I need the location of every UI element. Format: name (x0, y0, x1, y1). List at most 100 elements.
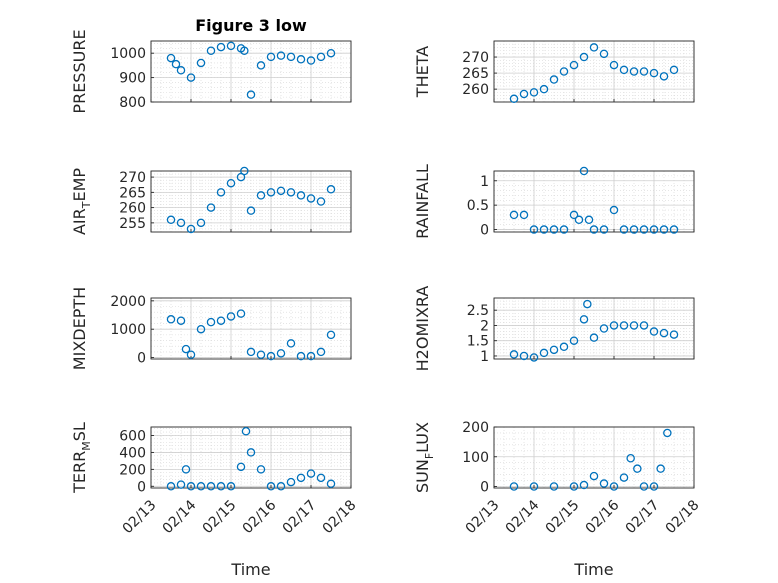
data-point (246, 448, 256, 457)
data-point (316, 473, 326, 483)
y-tick-label: 260 (462, 82, 489, 98)
data-point (326, 479, 336, 489)
data-point (549, 75, 559, 84)
data-point (626, 453, 635, 463)
data-point (216, 188, 226, 197)
data-point (240, 46, 249, 56)
data-point (236, 309, 246, 318)
y-tick-label: 400 (119, 445, 146, 461)
data-point (619, 65, 629, 75)
data-point (669, 65, 679, 75)
data-point (599, 479, 609, 488)
axes-box (493, 426, 695, 489)
data-point (266, 351, 276, 361)
data-point (196, 324, 206, 334)
data-point (326, 48, 336, 58)
y-tick-label: 2000 (110, 294, 146, 310)
data-point (569, 210, 579, 220)
panel-rainfall: 0 0.5 1 RAINFALL (413, 164, 695, 239)
data-point (266, 188, 276, 197)
x-tick-label: 02/15 (200, 497, 240, 537)
data-point (579, 52, 589, 62)
data-point (574, 215, 584, 225)
data-point (226, 312, 236, 321)
data-point (659, 225, 669, 234)
data-point (539, 225, 549, 234)
y-tick-label: 1000 (110, 46, 146, 62)
data-point (256, 61, 266, 70)
data-point (286, 339, 296, 348)
data-point (296, 191, 306, 200)
data-point (226, 178, 236, 188)
data-point (509, 350, 519, 359)
data-point (266, 482, 276, 491)
data-point (599, 225, 609, 234)
y-axis-label: RAINFALL (413, 164, 432, 239)
y-tick-label: 1000 (110, 322, 146, 338)
data-point (226, 41, 236, 51)
data-point (176, 218, 186, 228)
x-tick-label: 02/14 (503, 497, 543, 537)
data-point (166, 53, 176, 63)
data-point (619, 225, 629, 234)
data-point (256, 191, 266, 200)
data-point (186, 224, 196, 234)
data-point (171, 59, 181, 69)
data-point (589, 333, 599, 342)
data-point (659, 328, 669, 338)
data-point (559, 67, 569, 76)
data-point (276, 186, 286, 196)
data-point (649, 68, 659, 78)
data-point (256, 465, 266, 474)
y-tick-label: 1 (480, 174, 489, 190)
y-axis-label: AIRTEMP (70, 168, 93, 235)
data-point (181, 465, 191, 474)
data-point (181, 344, 191, 354)
data-point (549, 345, 559, 355)
data-point (529, 88, 539, 97)
data-point (326, 330, 336, 340)
data-point (226, 482, 236, 491)
y-tick-label: 0.5 (467, 198, 489, 214)
data-point (599, 49, 609, 59)
data-point (306, 194, 316, 203)
y-tick-label: 0 (480, 480, 489, 496)
x-axis-label-right: Time (573, 560, 613, 579)
data-point (296, 351, 306, 361)
data-point (286, 477, 296, 487)
y-tick-label: 2.5 (467, 303, 489, 319)
data-point (266, 52, 276, 62)
data-point (166, 315, 176, 324)
data-point (629, 321, 639, 330)
data-point (549, 225, 559, 234)
data-point (529, 225, 539, 234)
data-point (639, 321, 649, 330)
axes-box (493, 40, 695, 103)
x-axis-label-left: Time (230, 560, 270, 579)
data-point (609, 205, 619, 215)
y-tick-label: 0 (137, 479, 146, 495)
data-point (509, 94, 519, 104)
data-point (316, 52, 326, 62)
data-point (256, 350, 266, 359)
data-point (639, 67, 649, 76)
data-point (583, 299, 592, 309)
data-point (629, 67, 639, 76)
data-point (629, 225, 639, 234)
data-point (316, 347, 326, 357)
data-point (519, 351, 529, 361)
x-tick-label: 02/14 (160, 497, 200, 537)
data-point (316, 197, 326, 206)
data-point (509, 210, 519, 220)
data-point (659, 72, 669, 81)
panel-pressure: 800 900 1000 PRESSURE (70, 29, 352, 114)
data-point (619, 473, 629, 482)
axes-box (150, 426, 352, 489)
data-point (519, 210, 529, 220)
data-point (186, 73, 196, 82)
data-point (639, 482, 649, 491)
data-point (633, 464, 642, 473)
